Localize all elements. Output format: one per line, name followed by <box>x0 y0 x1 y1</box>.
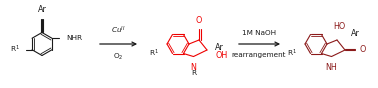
Text: HO: HO <box>333 22 345 31</box>
Text: OH: OH <box>215 51 227 59</box>
Text: O: O <box>196 16 202 25</box>
Text: Cu$^{II}$: Cu$^{II}$ <box>111 25 125 36</box>
Text: Ar: Ar <box>351 29 360 39</box>
Text: Ar: Ar <box>215 43 224 51</box>
Text: R: R <box>191 70 196 76</box>
Text: NHR: NHR <box>66 35 82 41</box>
Text: N: N <box>191 63 197 72</box>
Text: NH: NH <box>325 63 338 72</box>
Text: R$^1$: R$^1$ <box>287 48 297 59</box>
Text: rearrangement: rearrangement <box>232 52 286 58</box>
Text: R$^1$: R$^1$ <box>149 48 159 59</box>
Text: Ar: Ar <box>37 4 46 13</box>
Text: 1M NaOH: 1M NaOH <box>242 30 276 36</box>
Text: R$^1$: R$^1$ <box>10 44 20 55</box>
Text: O: O <box>359 45 366 54</box>
Text: O$_2$: O$_2$ <box>113 52 123 62</box>
